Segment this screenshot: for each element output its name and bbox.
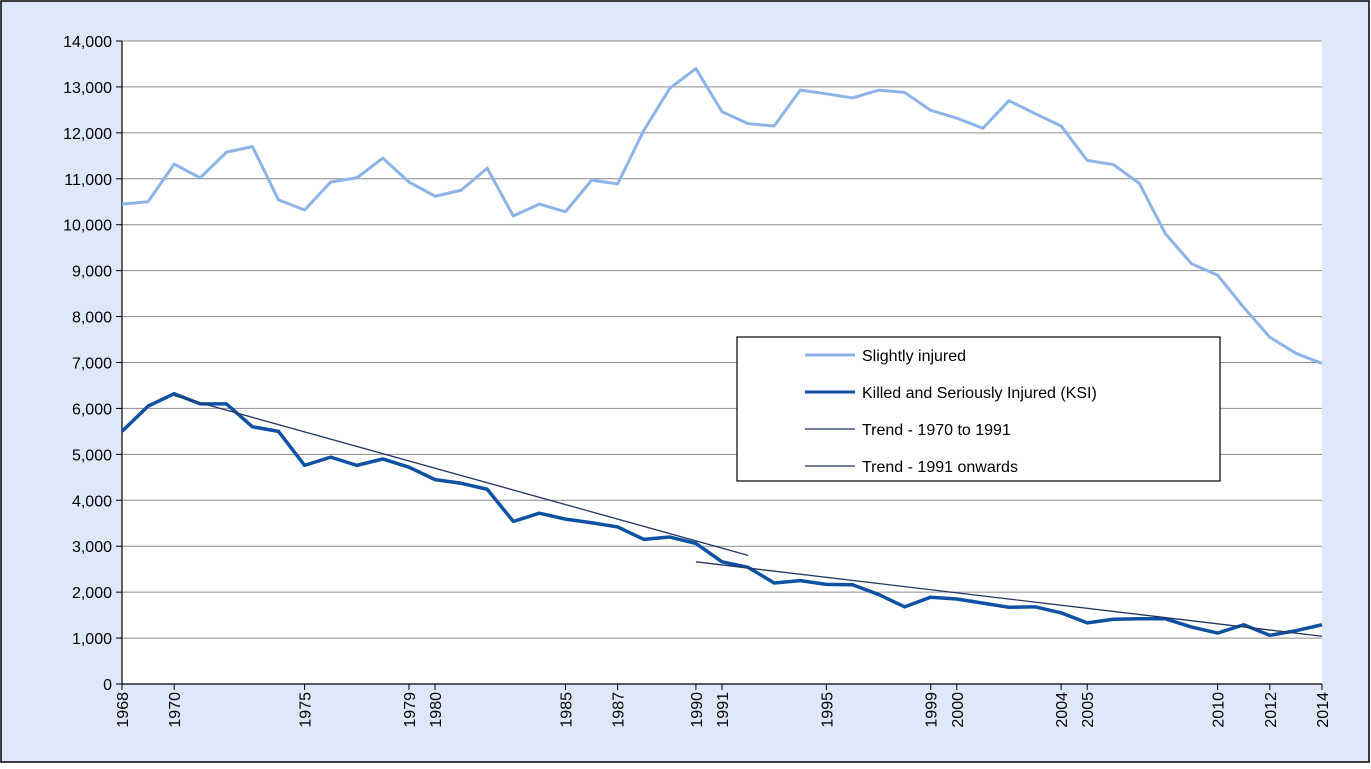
y-tick-label: 11,000 xyxy=(64,172,112,189)
y-tick-label: 14,000 xyxy=(63,34,112,51)
x-tick-label: 1985 xyxy=(558,692,575,728)
y-tick-label: 13,000 xyxy=(63,80,112,97)
series-line xyxy=(695,561,1323,637)
x-tick-label: 1975 xyxy=(298,692,315,728)
y-tick-label: 2,000 xyxy=(72,585,112,602)
x-tick-label: 1995 xyxy=(819,692,836,728)
x-tick-label: 2014 xyxy=(1315,692,1332,728)
y-tick-label: 4,000 xyxy=(72,493,112,510)
x-tick-label: 2005 xyxy=(1080,692,1097,728)
x-tick-label: 2010 xyxy=(1211,692,1228,728)
y-tick-label: 10,000 xyxy=(63,218,112,235)
y-tick-label: 5,000 xyxy=(72,447,112,464)
legend-label: Trend - 1991 onwards xyxy=(862,459,1018,476)
x-tick-label: 1990 xyxy=(689,692,706,728)
y-tick-label: 3,000 xyxy=(72,539,112,556)
y-tick-label: 0 xyxy=(103,677,112,694)
legend-box xyxy=(736,336,1221,482)
x-tick-label: 1979 xyxy=(402,692,419,728)
legend-label: Killed and Seriously Injured (KSI) xyxy=(862,385,1097,402)
x-tick-label: 1991 xyxy=(715,692,732,728)
x-tick-label: 2000 xyxy=(950,692,967,728)
series-line xyxy=(121,67,1323,365)
legend: Slightly injured Killed and Seriously Inj… xyxy=(736,336,1221,482)
x-tick-label: 1987 xyxy=(611,692,628,728)
x-tick-label: 1970 xyxy=(167,692,184,728)
x-tick-label: 2012 xyxy=(1263,692,1280,728)
y-tick-label: 6,000 xyxy=(72,401,112,418)
y-tick-label: 1,000 xyxy=(72,631,112,648)
x-tick-label: 1999 xyxy=(924,692,941,728)
legend-label: Slightly injured xyxy=(862,348,966,365)
y-tick-label: 8,000 xyxy=(72,310,112,327)
legend-label: Trend - 1970 to 1991 xyxy=(862,422,1011,439)
y-tick-label: 9,000 xyxy=(72,264,112,281)
x-tick-label: 2004 xyxy=(1054,692,1071,728)
y-tick-label: 12,000 xyxy=(63,126,112,143)
x-tick-label: 1980 xyxy=(428,692,445,728)
series-line xyxy=(173,394,749,557)
y-tick-label: 7,000 xyxy=(72,356,112,373)
series-line xyxy=(120,391,1323,638)
x-tick-label: 1968 xyxy=(115,692,132,728)
